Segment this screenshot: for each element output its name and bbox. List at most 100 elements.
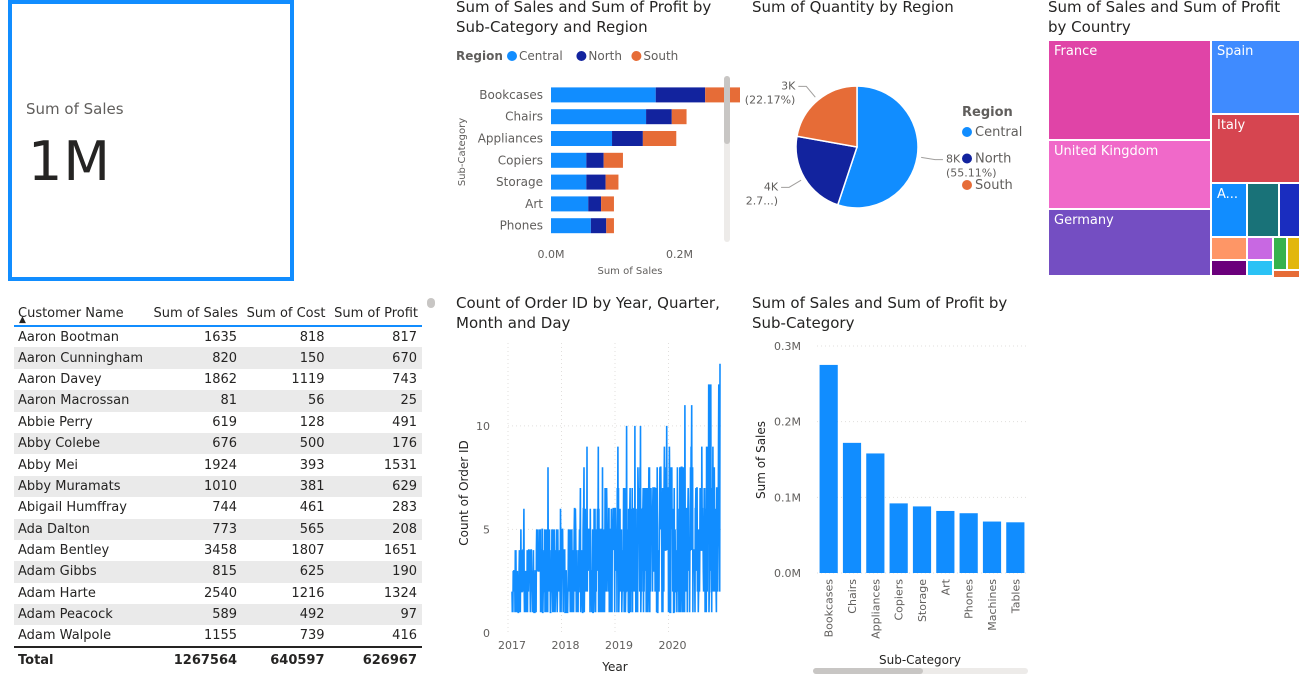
- column-header[interactable]: Sum of Profit: [329, 296, 422, 327]
- table-cell: Adam Walpole: [18, 628, 112, 644]
- table-cell: Ada Dalton: [14, 518, 149, 540]
- column-bar[interactable]: [866, 453, 885, 573]
- x-tick-label: 2020: [659, 639, 687, 652]
- column-bar[interactable]: [1006, 522, 1025, 573]
- column-header[interactable]: Sum of Cost: [242, 296, 330, 327]
- treemap-title: Sum of Sales and Sum of Profit by Countr…: [1048, 0, 1281, 36]
- table-row[interactable]: Aaron Bootman 1635 818 817: [14, 326, 422, 347]
- treemap-tile-small[interactable]: [1279, 183, 1300, 237]
- table-row[interactable]: Adam Bentley 3458 1807 1651: [14, 540, 422, 561]
- table-row[interactable]: Aaron Davey 1862 1119 743: [14, 369, 422, 390]
- table-cell: 625: [242, 561, 330, 583]
- treemap-tile-small[interactable]: [1211, 260, 1247, 276]
- column-bar[interactable]: [912, 506, 932, 573]
- table-cell: 744: [212, 500, 238, 516]
- total-cell: 640597: [242, 645, 330, 673]
- table-cell: 1216: [291, 585, 325, 601]
- treemap-tile[interactable]: Spain: [1211, 40, 1300, 114]
- table-cell: 1324: [383, 585, 417, 601]
- table-cell: 1862: [203, 371, 238, 387]
- treemap-tile-small[interactable]: [1211, 237, 1247, 260]
- bar-segment: [655, 87, 706, 103]
- sort-ascending-icon[interactable]: ▲: [19, 315, 26, 325]
- chart-scrollbar-thumb[interactable]: [813, 668, 923, 674]
- table-body: Aaron Bootman 1635 818 817 Aaron Cunningham 8…: [14, 326, 422, 647]
- treemap-tile[interactable]: United Kingdom: [1048, 140, 1211, 209]
- table-cell: 500: [242, 432, 330, 455]
- column-bar[interactable]: [982, 521, 1002, 573]
- bar-segment: [551, 109, 647, 125]
- table-cell: Abby Mei: [18, 457, 79, 473]
- legend-label: North: [588, 49, 622, 63]
- x-tick-label: Chairs: [846, 579, 859, 614]
- x-tick-label: Appliances: [869, 579, 882, 639]
- y-tick-label: 0: [483, 627, 490, 640]
- table-cell: 739: [299, 628, 325, 644]
- table-row[interactable]: Adam Peacock 589 492 97: [14, 604, 422, 626]
- table-cell: 461: [299, 500, 325, 516]
- sales-kpi-card[interactable]: Sum of Sales 1M: [8, 0, 294, 281]
- table-row[interactable]: Abby Mei 1924 393 1531: [14, 454, 422, 475]
- table-cell: 815: [148, 561, 243, 583]
- column-header[interactable]: Sum of Sales: [148, 296, 243, 327]
- treemap-tile[interactable]: Germany: [1048, 209, 1211, 276]
- table-scrollbar[interactable]: [427, 298, 435, 308]
- bar-segment: [588, 196, 602, 212]
- column-bar[interactable]: [959, 513, 978, 573]
- table-row[interactable]: Adam Harte 2540 1216 1324: [14, 583, 422, 604]
- table-row[interactable]: Abigail Humffray 744 461 283: [14, 497, 422, 518]
- column-bar[interactable]: [936, 510, 955, 573]
- table-cell: 492: [242, 604, 330, 626]
- table-cell: Aaron Cunningham: [14, 347, 149, 369]
- treemap-tile[interactable]: A...: [1211, 183, 1247, 237]
- legend-label: Central: [519, 49, 563, 63]
- bar-segment: [551, 174, 587, 190]
- column-bar[interactable]: [819, 364, 838, 573]
- kpi-label: Sum of Sales: [26, 100, 124, 118]
- treemap-tile-small[interactable]: [1247, 237, 1273, 260]
- table-cell: 1531: [383, 457, 417, 473]
- table-row[interactable]: Ada Dalton 773 565 208: [14, 518, 422, 540]
- table-row[interactable]: Adam Walpole 1155 739 416: [14, 625, 422, 646]
- table-cell: 565: [242, 518, 330, 540]
- table-cell: 1010: [148, 475, 243, 498]
- treemap-tile[interactable]: Italy: [1211, 114, 1300, 183]
- treemap-tile-small[interactable]: [1273, 270, 1300, 278]
- table-row[interactable]: Aaron Cunningham 820 150 670: [14, 347, 422, 369]
- chart-scrollbar-thumb[interactable]: [724, 76, 730, 144]
- treemap-tile-small[interactable]: [1247, 183, 1279, 237]
- category-label: Storage: [496, 175, 543, 189]
- table-cell: 97: [329, 604, 422, 626]
- treemap-tile-small[interactable]: [1273, 237, 1287, 270]
- table-row[interactable]: Adam Gibbs 815 625 190: [14, 561, 422, 583]
- column-header[interactable]: Customer Name: [14, 296, 149, 327]
- legend-label: Central: [975, 125, 1022, 140]
- table-row[interactable]: Abby Muramats 1010 381 629: [14, 475, 422, 498]
- treemap-tile-small[interactable]: [1247, 260, 1273, 276]
- customer-table[interactable]: ▲ Customer Name Sum of Sales Sum of Cost Su…: [14, 296, 424, 673]
- table-header-row: Customer Name Sum of Sales Sum of Cost Sum …: [14, 296, 422, 327]
- column-bar[interactable]: [889, 503, 908, 573]
- legend-label: South: [643, 49, 678, 63]
- treemap-tile[interactable]: France: [1048, 40, 1211, 140]
- legend-label: South: [975, 178, 1013, 193]
- table-cell: Abby Muramats: [14, 475, 149, 498]
- table-cell: 629: [329, 475, 422, 498]
- stacked-bar-title: Sum of Sales and Sum of Profit by Sub-Ca…: [456, 0, 712, 36]
- table-cell: 25: [329, 390, 422, 412]
- total-cell: Total: [14, 645, 149, 673]
- column-bar[interactable]: [842, 442, 862, 573]
- slice-value-label: 4K: [764, 180, 779, 193]
- y-tick-label: 5: [483, 523, 490, 536]
- table-cell: 416: [392, 628, 417, 644]
- treemap-tile-small[interactable]: [1287, 237, 1300, 270]
- table-row[interactable]: Abbie Perry 619 128 491: [14, 412, 422, 433]
- table-row[interactable]: Abby Colebe 676 500 176: [14, 432, 422, 455]
- table-row[interactable]: Aaron Macrossan 81 56 25: [14, 390, 422, 412]
- y-axis-title: Sub-Category: [457, 118, 468, 186]
- legend-marker: [962, 127, 972, 137]
- category-label: Phones: [500, 219, 543, 233]
- table-cell: Aaron Davey: [18, 371, 102, 387]
- line-series: [511, 363, 721, 614]
- bar-segment: [606, 218, 614, 234]
